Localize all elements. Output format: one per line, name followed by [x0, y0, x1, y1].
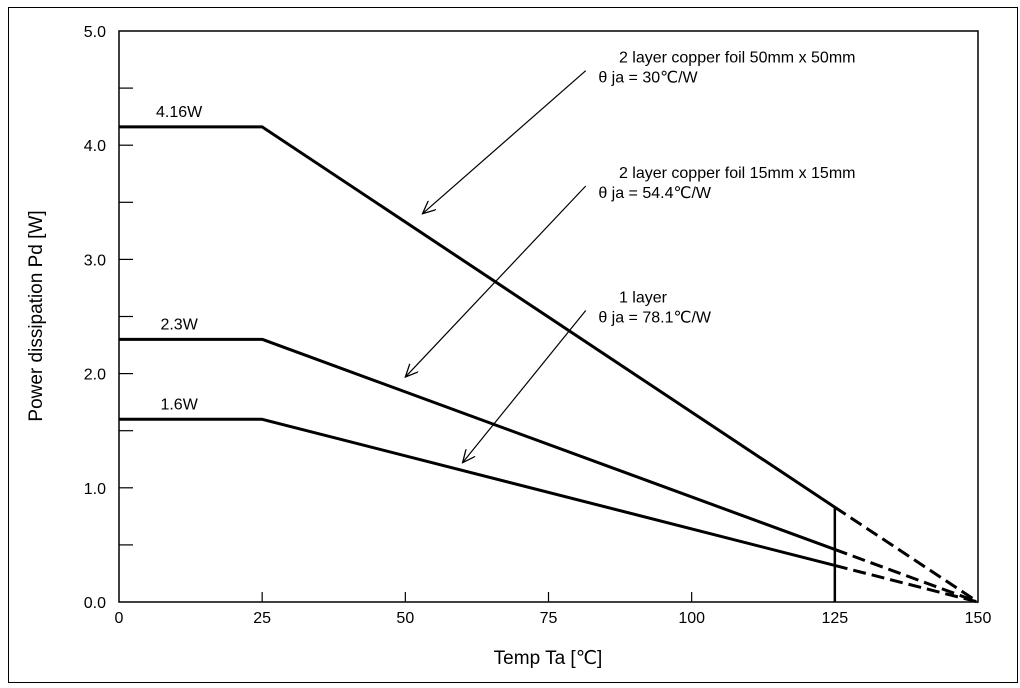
annotation-arrow	[463, 310, 587, 463]
annotation-title: 1 layer	[619, 290, 668, 307]
y-axis: 0.0 1.0 2.0 3.0 4.0 5.0	[84, 24, 133, 612]
x-tick-label: 75	[540, 610, 558, 627]
y-tick-label: 1.0	[84, 481, 106, 498]
annotation-title: 2 layer copper foil 50mm x 50mm	[619, 50, 856, 67]
x-axis: 0 25 50 75 100 125 150	[115, 592, 992, 627]
annotation-group: 2 layer copper foil 50mm x 50mm θ ja = 30…	[405, 50, 855, 463]
y-tick-label: 4.0	[84, 138, 106, 155]
series-group: 4.16W 2.3W 1.6W	[119, 104, 979, 604]
series-value-label: 2.3W	[160, 316, 198, 333]
annotation-theta-ja: θ ja = 78.1℃/W	[598, 310, 712, 327]
x-tick-label: 50	[396, 610, 414, 627]
series-line-dashed	[834, 564, 979, 604]
annotation-arrow	[405, 185, 587, 377]
y-tick-label: 2.0	[84, 367, 106, 384]
x-tick-label: 150	[965, 610, 992, 627]
series-line-dashed	[834, 548, 979, 604]
series-line-solid	[119, 125, 836, 509]
x-tick-label: 0	[115, 610, 124, 627]
y-axis-label: Power dissipation Pd [W]	[26, 210, 47, 421]
annotation-arrow	[423, 70, 587, 214]
annotation-theta-ja: θ ja = 30℃/W	[598, 70, 698, 87]
annotation-theta-ja: θ ja = 54.4℃/W	[598, 185, 712, 202]
y-tick-label: 5.0	[84, 24, 106, 41]
x-tick-label: 100	[678, 610, 705, 627]
series-line-dashed	[834, 505, 979, 604]
series-line-solid	[119, 337, 836, 551]
annotation-title: 2 layer copper foil 15mm x 15mm	[619, 165, 856, 182]
x-axis-label: Temp Ta [℃]	[494, 648, 603, 669]
series-line-solid	[119, 417, 836, 567]
chart-frame	[8, 7, 1018, 683]
y-tick-label: 0.0	[84, 595, 106, 612]
series-value-label: 4.16W	[156, 104, 203, 121]
y-tick-label: 3.0	[84, 252, 106, 269]
series-value-label: 1.6W	[160, 396, 198, 413]
x-tick-label: 25	[253, 610, 271, 627]
x-tick-label: 125	[821, 610, 848, 627]
